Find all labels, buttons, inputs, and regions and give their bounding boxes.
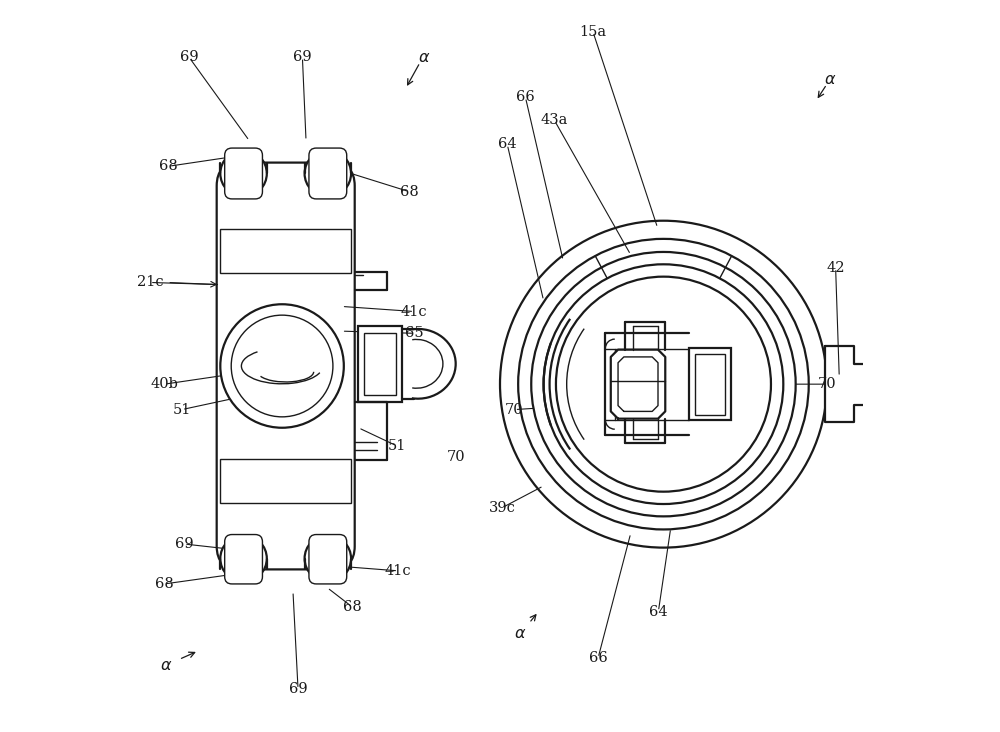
Text: 43a: 43a xyxy=(541,113,568,127)
Text: 51: 51 xyxy=(173,403,191,417)
Text: 64: 64 xyxy=(498,138,517,152)
Text: 41c: 41c xyxy=(401,305,428,318)
Text: $\alpha$: $\alpha$ xyxy=(160,657,172,673)
Text: 69: 69 xyxy=(175,537,193,551)
Circle shape xyxy=(220,150,267,197)
Text: 51: 51 xyxy=(388,439,406,453)
Text: 21c: 21c xyxy=(137,275,163,289)
FancyBboxPatch shape xyxy=(309,148,347,199)
Circle shape xyxy=(556,277,771,492)
Circle shape xyxy=(544,264,783,504)
Bar xyxy=(220,229,351,273)
Bar xyxy=(695,354,725,414)
Bar xyxy=(364,333,396,395)
Text: 66: 66 xyxy=(589,651,607,665)
Polygon shape xyxy=(611,350,665,419)
FancyBboxPatch shape xyxy=(309,534,347,584)
Text: 41c: 41c xyxy=(385,564,412,578)
Text: 69: 69 xyxy=(289,682,307,696)
Text: 70: 70 xyxy=(505,403,524,417)
Circle shape xyxy=(518,239,809,529)
Text: $\alpha$: $\alpha$ xyxy=(514,625,527,642)
Circle shape xyxy=(305,150,351,197)
Text: 65: 65 xyxy=(405,326,424,340)
Circle shape xyxy=(231,315,333,417)
Text: $\alpha$: $\alpha$ xyxy=(824,70,837,88)
Text: 42: 42 xyxy=(826,261,845,275)
Text: 68: 68 xyxy=(400,184,419,198)
Circle shape xyxy=(220,305,344,427)
Text: 15a: 15a xyxy=(579,25,607,39)
Text: 68: 68 xyxy=(155,577,174,591)
Text: 40b: 40b xyxy=(150,377,178,391)
Text: 39c: 39c xyxy=(489,501,516,515)
Circle shape xyxy=(305,535,351,582)
FancyBboxPatch shape xyxy=(225,148,262,199)
FancyBboxPatch shape xyxy=(225,534,262,584)
Bar xyxy=(358,326,402,403)
Text: 70: 70 xyxy=(818,377,836,391)
Polygon shape xyxy=(825,346,865,422)
FancyBboxPatch shape xyxy=(217,163,355,569)
Text: 68: 68 xyxy=(343,600,362,614)
Circle shape xyxy=(500,221,827,548)
Bar xyxy=(689,348,731,420)
Bar xyxy=(220,459,351,503)
Text: 69: 69 xyxy=(293,51,312,64)
Text: 69: 69 xyxy=(180,51,198,64)
Circle shape xyxy=(531,252,796,516)
Polygon shape xyxy=(618,357,658,411)
Text: 66: 66 xyxy=(516,90,535,104)
Circle shape xyxy=(220,535,267,582)
Text: 64: 64 xyxy=(649,605,668,619)
Text: 70: 70 xyxy=(447,449,466,464)
Text: $\alpha$: $\alpha$ xyxy=(418,49,430,66)
Text: 68: 68 xyxy=(159,160,178,173)
